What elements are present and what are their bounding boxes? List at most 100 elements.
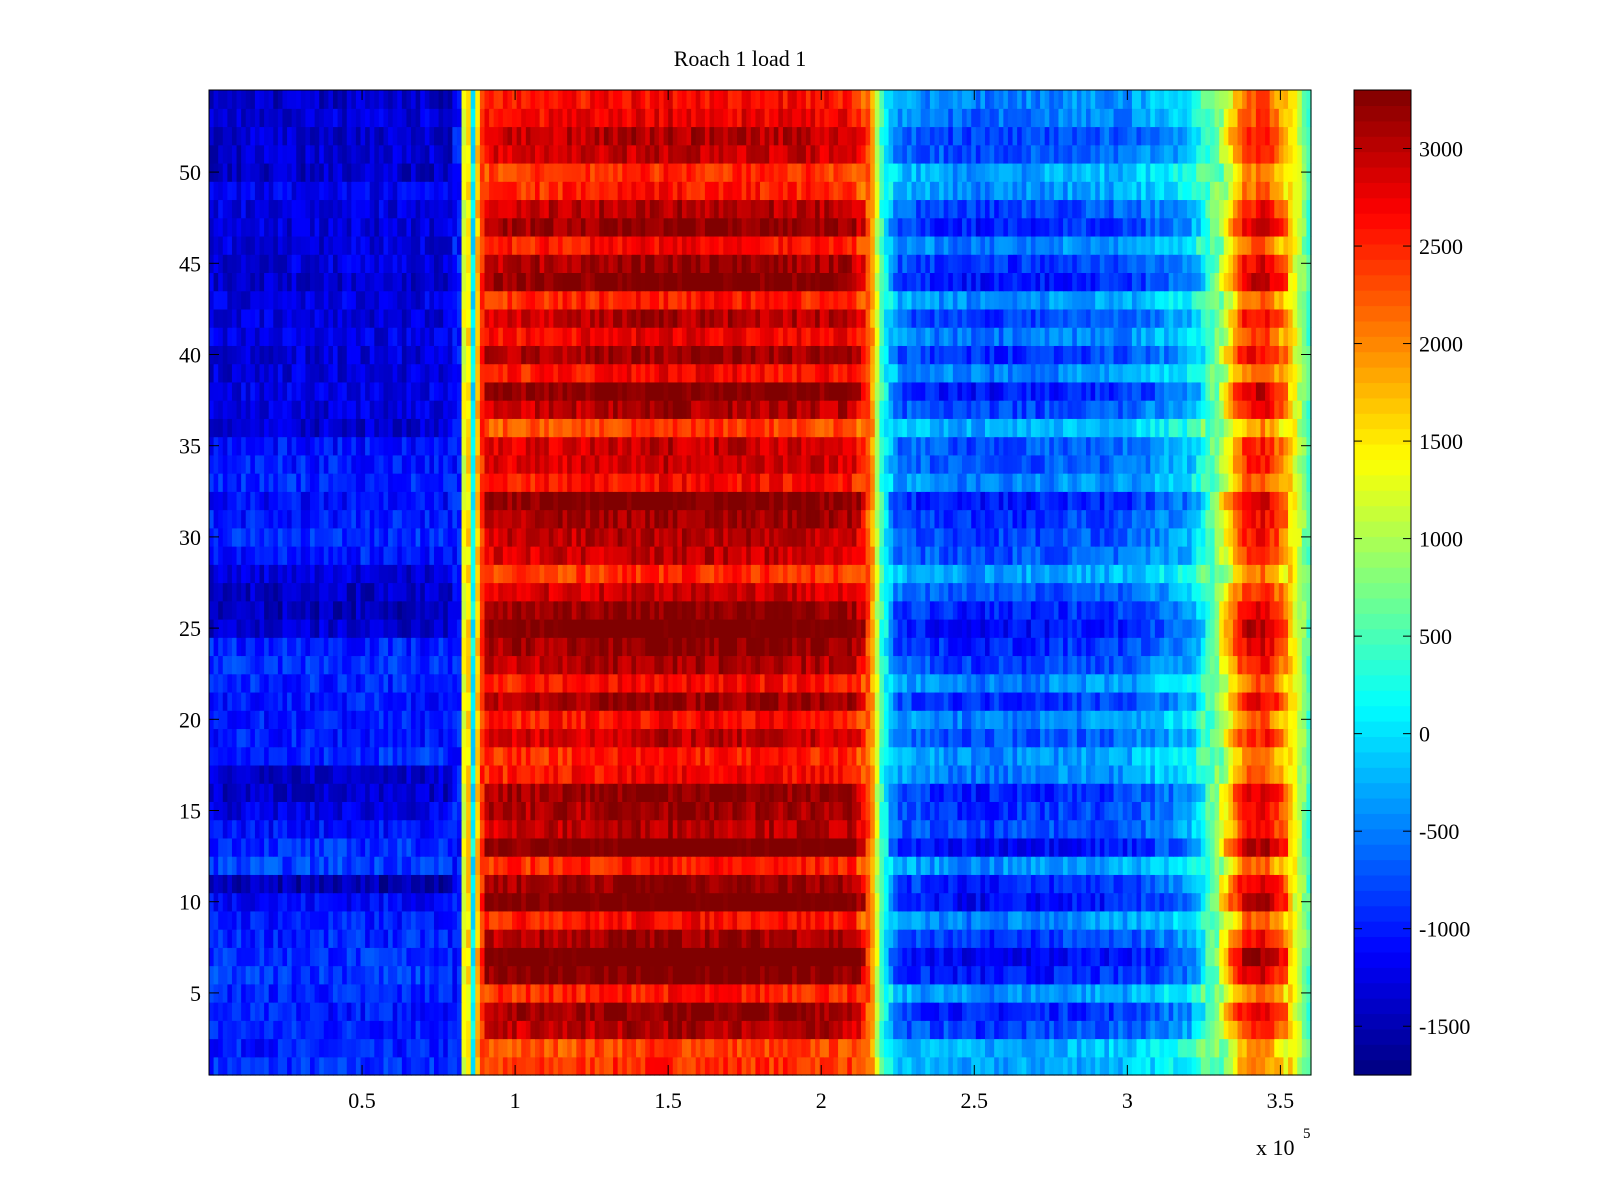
heatmap-cell (704, 746, 711, 766)
heatmap-cell (980, 746, 986, 766)
heatmap-cell (300, 983, 307, 1003)
heatmap-cell (254, 819, 261, 839)
heatmap-cell (383, 801, 389, 821)
heatmap-cell (516, 929, 522, 948)
heatmap-cell (383, 874, 389, 894)
heatmap-cell (300, 965, 307, 985)
heatmap-cell (1021, 837, 1027, 857)
heatmap-cell (920, 691, 926, 711)
heatmap-cell (388, 801, 394, 821)
heatmap-cell (750, 783, 757, 802)
heatmap-cell (1191, 801, 1197, 821)
heatmap-cell (654, 746, 660, 766)
heatmap-cell (392, 1002, 398, 1021)
heatmap-cell (314, 1056, 320, 1076)
heatmap-cell (388, 947, 394, 967)
heatmap-cell (310, 910, 316, 930)
heatmap-cell (1067, 1002, 1073, 1021)
heatmap-cell (1007, 1038, 1014, 1058)
heatmap-cell (645, 1002, 651, 1021)
heatmap-cell (1122, 728, 1128, 748)
heatmap-cell (1196, 1020, 1202, 1040)
heatmap-cell (590, 764, 596, 784)
heatmap-cell (369, 856, 375, 875)
heatmap-cell (346, 929, 352, 948)
heatmap-cell (833, 691, 839, 711)
heatmap-cell (291, 1002, 297, 1021)
heatmap-cell (287, 1002, 293, 1021)
heatmap-cell (1269, 1056, 1275, 1076)
heatmap-cell (649, 965, 655, 985)
heatmap-cell (516, 1038, 522, 1058)
heatmap-cell (378, 801, 385, 821)
heatmap-cell (273, 783, 279, 802)
heatmap-cell (746, 910, 752, 930)
heatmap-cell (1274, 710, 1280, 730)
heatmap-cell (314, 947, 320, 967)
heatmap-cell (631, 746, 637, 766)
heatmap-cell (994, 783, 1000, 802)
heatmap-cell (461, 856, 467, 875)
heatmap-cell (452, 801, 458, 821)
heatmap-cell (1260, 1020, 1266, 1040)
heatmap-cell (1053, 892, 1060, 912)
heatmap-cell (1040, 764, 1046, 784)
heatmap-cell (842, 819, 848, 839)
heatmap-cell (700, 783, 706, 802)
heatmap-cell (838, 874, 844, 894)
heatmap-cell (264, 929, 270, 948)
heatmap-cell (1141, 728, 1147, 748)
heatmap-cell (498, 746, 504, 766)
heatmap-cell (1058, 856, 1064, 875)
heatmap-cell (1131, 764, 1138, 784)
heatmap-cell (741, 691, 747, 711)
heatmap-cell (365, 910, 371, 930)
heatmap-cell (374, 856, 380, 875)
heatmap-cell (1012, 728, 1018, 748)
heatmap-cell (764, 783, 770, 802)
heatmap-cell (512, 837, 518, 857)
heatmap-cell (1150, 856, 1156, 875)
heatmap-cell (1127, 892, 1133, 912)
heatmap-cell (438, 874, 444, 894)
heatmap-cell (902, 691, 908, 711)
heatmap-cell (861, 837, 867, 857)
heatmap-cell (916, 892, 922, 912)
heatmap-cell (1214, 1002, 1220, 1021)
heatmap-cell (1007, 746, 1014, 766)
heatmap-cell (654, 1002, 660, 1021)
heatmap-cell (975, 856, 981, 875)
heatmap-cell (319, 947, 325, 967)
heatmap-cell (1191, 874, 1197, 894)
heatmap-cell (1283, 910, 1289, 930)
heatmap-cell (245, 801, 251, 821)
heatmap-cell (824, 1056, 830, 1076)
heatmap-cell (815, 710, 821, 730)
heatmap-cell (1159, 837, 1165, 857)
heatmap-cell (709, 728, 715, 748)
heatmap-cell (1154, 1038, 1161, 1058)
heatmap-cell (796, 965, 802, 985)
heatmap-cell (723, 1020, 729, 1040)
heatmap-cell (943, 892, 949, 912)
heatmap-cell (1278, 746, 1285, 766)
heatmap-cell (746, 1020, 752, 1040)
heatmap-cell (562, 801, 568, 821)
heatmap-cell (1164, 983, 1170, 1003)
heatmap-cell (1278, 764, 1285, 784)
heatmap-cell (686, 856, 692, 875)
heatmap-cell (888, 710, 894, 730)
heatmap-cell (911, 746, 917, 766)
heatmap-cell (438, 764, 444, 784)
heatmap-cell (548, 1038, 554, 1058)
heatmap-cell (567, 746, 573, 766)
heatmap-cell (1237, 947, 1243, 967)
heatmap-cell (760, 1020, 766, 1040)
heatmap-cell (672, 691, 678, 711)
heatmap-cell (498, 710, 504, 730)
heatmap-cell (723, 856, 729, 875)
heatmap-cell (1219, 1020, 1225, 1040)
heatmap-cell (1297, 783, 1303, 802)
heatmap-cell (1049, 746, 1055, 766)
heatmap-cell (557, 892, 564, 912)
